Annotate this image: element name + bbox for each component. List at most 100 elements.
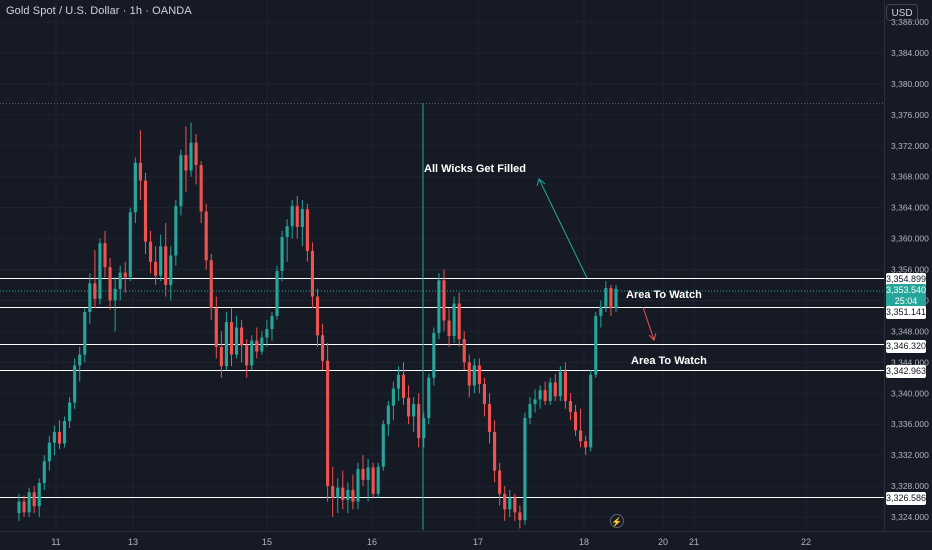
candle-body — [573, 411, 578, 431]
candle-body — [396, 374, 401, 389]
candle-body — [280, 237, 284, 272]
candle-body — [73, 365, 77, 403]
candle-body — [57, 431, 62, 444]
trend-arrow-line[interactable] — [538, 178, 588, 279]
candle-body — [42, 461, 46, 483]
candle-body — [118, 272, 122, 289]
candle-body — [275, 271, 279, 316]
candle-body — [285, 226, 289, 238]
candle-body — [52, 431, 56, 443]
candle-body — [326, 360, 330, 487]
level-tag-3: 3,346.320 — [886, 340, 927, 353]
price-tick-label: 3,332.000 — [891, 450, 929, 460]
candle-body — [320, 335, 325, 361]
price-axis-panel[interactable] — [885, 0, 932, 532]
candle-body — [128, 212, 132, 278]
candle-body — [558, 371, 562, 397]
candle-body — [88, 283, 92, 313]
price-tick-label: 3,380.000 — [891, 79, 929, 89]
price-tick-label: 3,388.000 — [891, 17, 929, 27]
candle-body — [234, 327, 239, 355]
grid — [0, 0, 884, 530]
candle-body — [422, 418, 426, 439]
candle-body — [138, 162, 142, 181]
price-tick-label: 3,348.000 — [891, 326, 929, 336]
price-tick-label: 3,336.000 — [891, 419, 929, 429]
note-all-wicks[interactable]: All Wicks Get Filled — [424, 163, 526, 175]
candle-countdown: 25:04 — [886, 296, 926, 307]
candle-body — [376, 466, 380, 494]
candle-body — [315, 296, 320, 336]
candle-body — [240, 327, 244, 346]
candle-body — [159, 246, 163, 276]
currency-button[interactable]: USD — [886, 4, 918, 21]
candle-body — [133, 162, 137, 213]
candle-body — [265, 329, 269, 338]
candle-body — [336, 487, 340, 498]
price-tick-label: 3,364.000 — [891, 203, 929, 213]
candle-body — [457, 303, 461, 340]
candle-body — [78, 354, 82, 366]
candle-body — [47, 442, 51, 462]
time-tick-label: 13 — [128, 537, 138, 547]
candle-body — [174, 206, 178, 256]
candle-body — [169, 255, 173, 285]
note-area-to-watch-upper[interactable]: Area To Watch — [626, 289, 702, 301]
candle-body — [381, 424, 385, 467]
candle-body — [538, 390, 542, 400]
candle-body — [204, 211, 208, 261]
candle-body — [32, 492, 36, 507]
down-arrow-line[interactable] — [642, 306, 655, 341]
time-tick-label: 17 — [473, 537, 483, 547]
candle-body — [609, 288, 613, 309]
price-tick-label: 3,384.000 — [891, 48, 929, 58]
horizontal-levels[interactable] — [0, 278, 884, 498]
candle-body — [199, 165, 203, 212]
time-tick-label: 20 — [658, 537, 668, 547]
candle-body — [599, 306, 603, 316]
candle-body — [17, 501, 21, 514]
candle-body — [452, 303, 456, 337]
candle-body — [22, 501, 26, 513]
time-tick-label: 15 — [262, 537, 272, 547]
level-tag-5: 3,326.586 — [886, 492, 927, 505]
candle-body — [331, 486, 335, 498]
candle-body — [305, 209, 309, 251]
candle-body — [493, 431, 497, 471]
time-tick-label: 16 — [367, 537, 377, 547]
candle-body — [179, 155, 183, 207]
candle-body — [401, 374, 406, 398]
candle-body — [184, 155, 188, 171]
lightning-icon[interactable]: ⚡ — [610, 514, 624, 528]
candle-body — [37, 482, 41, 507]
candle-body — [563, 371, 567, 401]
price-tick-label: 3,368.000 — [891, 172, 929, 182]
candle-body — [346, 489, 350, 500]
candle-body — [498, 470, 502, 494]
candle-body — [154, 261, 158, 276]
candle-body — [371, 467, 375, 494]
time-axis[interactable]: 11 13 15 16 17 18 20 21 22 — [51, 537, 811, 547]
candle-body — [164, 246, 168, 285]
note-area-to-watch-lower[interactable]: Area To Watch — [631, 355, 707, 367]
candle-body — [482, 383, 487, 405]
candle-body — [442, 280, 446, 321]
candle-body — [513, 497, 517, 513]
price-tick-label: 3,360.000 — [891, 234, 929, 244]
candle-body — [290, 206, 294, 227]
candle-body — [189, 142, 193, 171]
price-tick-label: 3,356.000 — [891, 265, 929, 275]
candle-body — [245, 345, 249, 366]
candle-body — [270, 315, 274, 330]
candle-body — [123, 272, 127, 278]
candle-body — [447, 320, 451, 337]
candle-body — [295, 206, 299, 227]
candle-body — [594, 315, 598, 375]
candle-body — [356, 469, 360, 502]
price-tick-label: 3,372.000 — [891, 141, 929, 151]
candle-body — [260, 337, 264, 352]
candle-body — [108, 267, 112, 301]
symbol-title[interactable]: Gold Spot / U.S. Dollar · 1h · OANDA — [6, 5, 192, 17]
